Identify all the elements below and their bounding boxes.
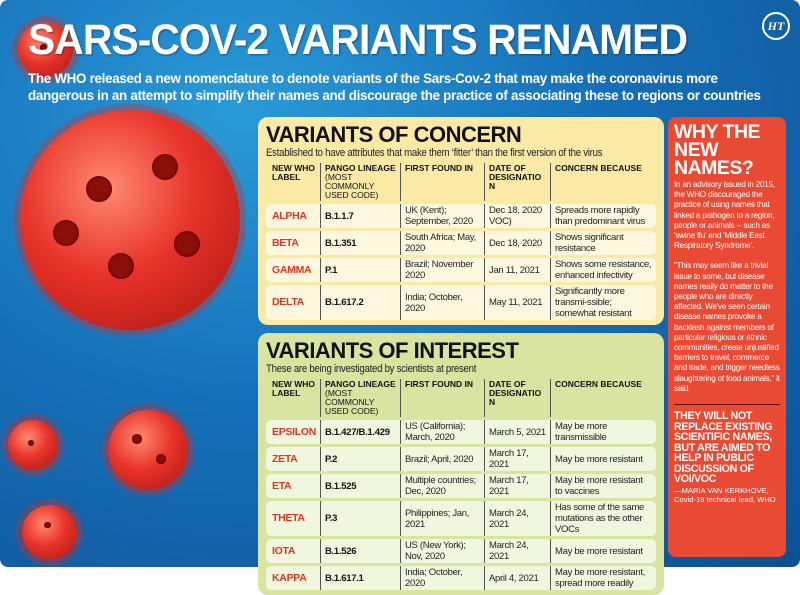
page-subtitle: The WHO released a new nomenclature to d… bbox=[28, 71, 761, 103]
concern-reason: May be more transmissible bbox=[550, 420, 656, 444]
designation-date: April 4, 2021 bbox=[484, 566, 550, 590]
column-header-lineage: PANGO LINEAGE (MOST COMMONLY USED CODE) bbox=[320, 163, 400, 201]
table-row: THETA P.3 Philippines; Jan, 2021 March 24, … bbox=[266, 501, 656, 536]
panel-title: VARIANTS OF CONCERN bbox=[266, 122, 522, 147]
panel-description: These are being investigated by scientis… bbox=[266, 363, 477, 375]
concern-reason: May be more resistant bbox=[550, 539, 656, 563]
pango-lineage: P.3 bbox=[320, 501, 400, 536]
virus-illustration-top bbox=[18, 22, 73, 77]
panel-description: Established to have attributes that make… bbox=[266, 147, 603, 159]
concern-reason: Significantly more transmi-ssible; somew… bbox=[550, 285, 656, 320]
variant-label: DELTA bbox=[272, 296, 304, 308]
designation-date: March 24, 2021 bbox=[484, 539, 550, 563]
variant-label: GAMMA bbox=[272, 263, 312, 276]
pango-lineage: P.2 bbox=[320, 447, 400, 471]
variant-label: THETA bbox=[272, 512, 305, 524]
designation-date: March 17, 2021 bbox=[484, 474, 550, 498]
concern-reason: May be more resistant to vaccines bbox=[550, 474, 656, 498]
designation-date: May 11, 2021 bbox=[484, 285, 550, 320]
column-header-found: FIRST FOUND IN bbox=[400, 163, 484, 201]
designation-date: Dec 18, 2020 bbox=[484, 231, 550, 255]
virus-illustration-bottom bbox=[22, 505, 77, 560]
why-new-names-panel: WHY THE NEW NAMES? In an advisory issued… bbox=[668, 117, 786, 557]
divider bbox=[674, 404, 780, 406]
column-header-label: NEW WHO LABEL bbox=[272, 163, 315, 182]
variant-label: EPSILON bbox=[272, 425, 316, 438]
concern-reason: May be more resistant bbox=[550, 447, 656, 471]
variant-label: KAPPA bbox=[272, 571, 307, 584]
first-found-in: US (New York); Nov, 2020 bbox=[400, 539, 484, 563]
table-row: IOTA B.1.526 US (New York); Nov, 2020 March… bbox=[266, 539, 656, 563]
first-found-in: India; October, 2020 bbox=[400, 566, 484, 590]
quote-attribution: —MARIA VAN KERKHOVE, Covid-19 technical … bbox=[674, 485, 776, 504]
virus-illustration-small bbox=[8, 420, 58, 470]
pango-lineage: B.1.526 bbox=[320, 539, 400, 563]
pango-lineage: B.1.1.7 bbox=[320, 204, 400, 228]
table-row: KAPPA B.1.617.1 India; October, 2020 April … bbox=[266, 566, 656, 590]
column-header-found: FIRST FOUND IN bbox=[400, 379, 484, 417]
variant-label: BETA bbox=[272, 236, 299, 249]
virus-illustration-medium bbox=[108, 410, 188, 490]
first-found-in: Philippines; Jan, 2021 bbox=[400, 501, 484, 536]
why-title: WHY THE NEW NAMES? bbox=[674, 121, 761, 179]
designation-date: March 17, 2021 bbox=[484, 447, 550, 471]
table-row: BETA B.1.351 South Africa; May, 2020 Dec 18… bbox=[266, 231, 656, 255]
pango-lineage: B.1.617.2 bbox=[320, 285, 400, 320]
first-found-in: Brazil; April, 2020 bbox=[400, 447, 484, 471]
first-found-in: India; October, 2020 bbox=[400, 285, 484, 320]
variant-label: ZETA bbox=[272, 452, 298, 465]
first-found-in: Brazil; November 2020 bbox=[400, 258, 484, 282]
pango-lineage: P.1 bbox=[320, 258, 400, 282]
ht-logo: HT bbox=[762, 12, 790, 40]
virus-illustration-large bbox=[20, 110, 240, 330]
concern-reason: Shows significant resistance bbox=[550, 231, 656, 255]
pango-lineage: B.1.525 bbox=[320, 474, 400, 498]
designation-date: Jan 11, 2021 bbox=[484, 258, 550, 282]
column-header-date: DATE OF DESIGNATION bbox=[484, 163, 550, 201]
first-found-in: South Africa; May, 2020 bbox=[400, 231, 484, 255]
table-header: NEW WHO LABEL PANGO LINEAGE (MOST COMMONL… bbox=[266, 163, 656, 201]
pango-lineage: B.1.351 bbox=[320, 231, 400, 255]
table-header: NEW WHO LABEL PANGO LINEAGE (MOST COMMONL… bbox=[266, 379, 656, 417]
designation-date: March 5, 2021 bbox=[484, 420, 550, 444]
table-row: ZETA P.2 Brazil; April, 2020 March 17, 2021… bbox=[266, 447, 656, 471]
page-title: SARS-COV-2 VARIANTS RENAMED bbox=[28, 16, 688, 64]
table-row: ETA B.1.525 Multiple countries; Dec, 2020 M… bbox=[266, 474, 656, 498]
designation-date: March 24, 2021 bbox=[484, 501, 550, 536]
variant-label: ETA bbox=[272, 479, 292, 492]
table-row: EPSILON B.1.427/B.1.429 US (California); M… bbox=[266, 420, 656, 444]
variant-label: IOTA bbox=[272, 544, 296, 557]
variant-tables: VARIANTS OF CONCERN Established to have … bbox=[258, 117, 664, 595]
panel-title: VARIANTS OF INTEREST bbox=[266, 338, 519, 363]
pull-quote: THEY WILL NOT REPLACE EXISTING SCIENTIFI… bbox=[674, 410, 773, 486]
concern-reason: May be more resistant, spread more readi… bbox=[550, 566, 656, 590]
concern-reason: Has some of the same mutations as the ot… bbox=[550, 501, 656, 536]
variants-of-concern-panel: VARIANTS OF CONCERN Established to have … bbox=[258, 117, 664, 325]
table-row: GAMMA P.1 Brazil; November 2020 Jan 11, 202… bbox=[266, 258, 656, 282]
first-found-in: US (California); March, 2020 bbox=[400, 420, 484, 444]
variants-of-interest-panel: VARIANTS OF INTEREST These are being inv… bbox=[258, 333, 664, 595]
first-found-in: Multiple countries; Dec, 2020 bbox=[400, 474, 484, 498]
column-header-date: DATE OF DESIGNATION bbox=[484, 379, 550, 417]
column-header-concern: CONCERN BECAUSE bbox=[550, 379, 656, 417]
pango-lineage: B.1.427/B.1.429 bbox=[320, 420, 400, 444]
why-paragraph-1: In an advisory issued in 2015, the WHO d… bbox=[674, 180, 775, 251]
column-header-concern: CONCERN BECAUSE bbox=[550, 163, 656, 201]
table-row: DELTA B.1.617.2 India; October, 2020 May 11… bbox=[266, 285, 656, 320]
column-header-label: NEW WHO LABEL bbox=[272, 379, 315, 398]
column-header-lineage: PANGO LINEAGE (MOST COMMONLY USED CODE) bbox=[320, 379, 400, 417]
concern-reason: Spreads more rapidly than predominant vi… bbox=[550, 204, 656, 228]
designation-date: Dec 18, 2020 VOC) bbox=[484, 204, 550, 228]
pango-lineage: B.1.617.1 bbox=[320, 566, 400, 590]
concern-reason: Shows some resistance, enhanced infectiv… bbox=[550, 258, 656, 282]
why-paragraph-2: "This may seem like a trivial issue to s… bbox=[674, 261, 780, 393]
variant-label: ALPHA bbox=[272, 209, 307, 222]
first-found-in: UK (Kent); September, 2020 bbox=[400, 204, 484, 228]
table-row: ALPHA B.1.1.7 UK (Kent); September, 2020 De… bbox=[266, 204, 656, 228]
